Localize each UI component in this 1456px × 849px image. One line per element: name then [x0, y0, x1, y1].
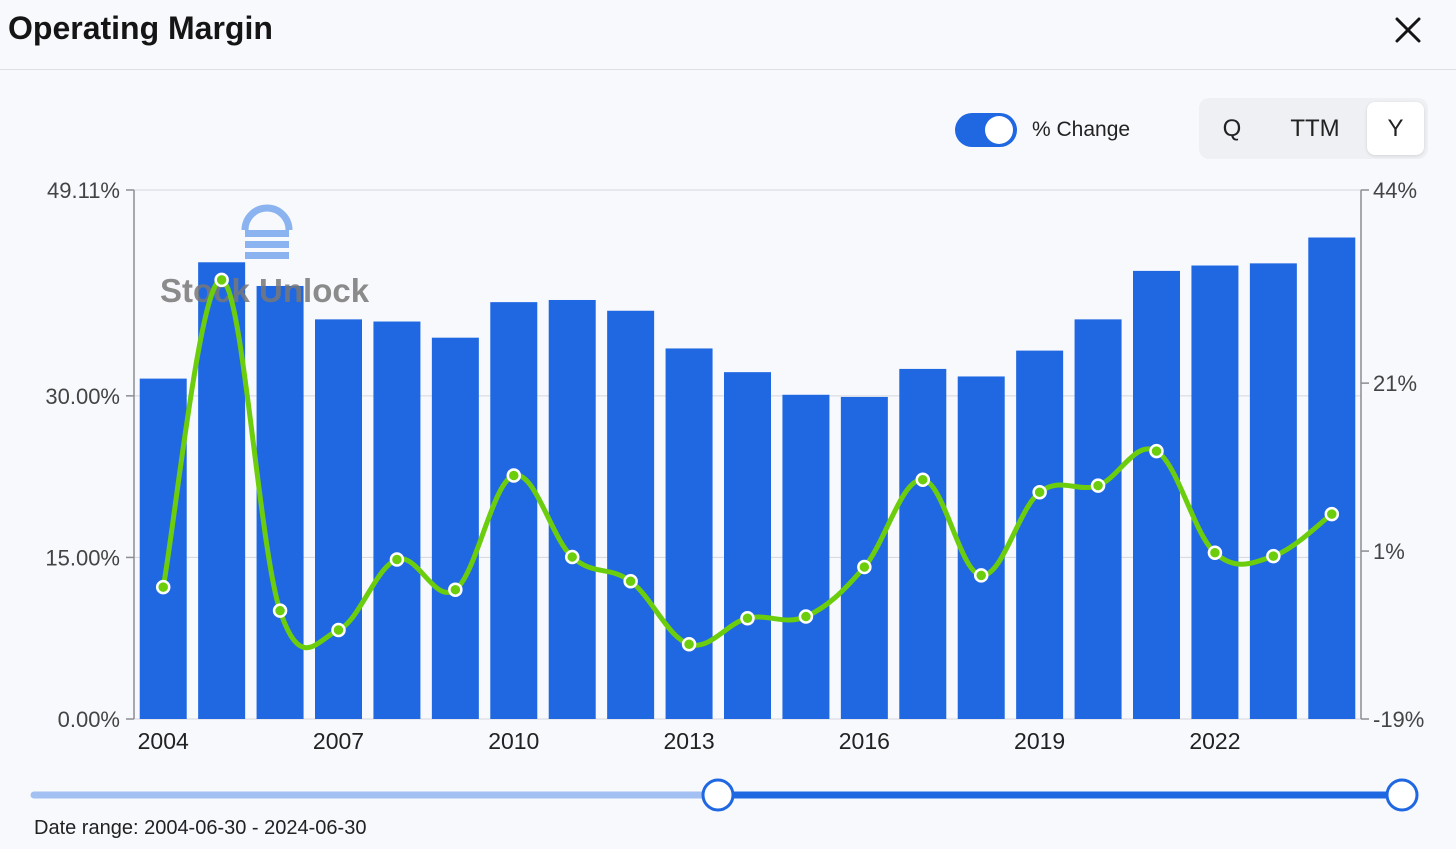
- bar: [1249, 263, 1297, 719]
- y-right-tick-label: 1%: [1373, 539, 1405, 564]
- period-selector: Q TTM Y: [1199, 98, 1428, 159]
- x-tick-label: 2007: [313, 728, 364, 754]
- y-left-tick-label: 15.00%: [45, 545, 120, 570]
- y-right-tick-label: 21%: [1373, 371, 1417, 396]
- bar: [256, 285, 304, 719]
- bar: [782, 394, 830, 719]
- x-tick-label: 2004: [138, 728, 189, 754]
- bar: [1016, 350, 1064, 719]
- period-button-q[interactable]: Q: [1222, 115, 1242, 142]
- bar: [315, 319, 362, 719]
- line-point: [564, 549, 580, 565]
- watermark-logo: [245, 252, 289, 259]
- line-point: [798, 609, 814, 624]
- line-point: [857, 559, 872, 575]
- x-tick-label: 2013: [663, 728, 714, 754]
- line-point: [331, 622, 346, 638]
- bar: [957, 376, 1005, 719]
- slider-end-handle[interactable]: [1385, 778, 1419, 812]
- bar: [373, 321, 421, 719]
- bar: [724, 372, 771, 719]
- line-point: [272, 603, 288, 618]
- y-left-tick-label: 30.00%: [45, 384, 120, 409]
- date-range-slider[interactable]: [0, 770, 1456, 820]
- period-button-ttm[interactable]: TTM: [1290, 115, 1340, 142]
- operating-margin-chart: 0.00% 15.00% 30.00% 49.11% -19% 1% 21% 44% Stock…: [45, 178, 1424, 754]
- y-left-tick-label: 49.11%: [47, 178, 120, 203]
- close-icon: [1395, 17, 1421, 43]
- bar: [548, 299, 596, 719]
- y-left-tick-label: 0.00%: [58, 707, 120, 732]
- line-point: [1149, 443, 1164, 459]
- line-point: [389, 552, 405, 567]
- x-tick-label: 2019: [1014, 728, 1065, 754]
- line-point: [623, 574, 638, 589]
- bar: [1191, 265, 1239, 719]
- watermark-logo: [245, 241, 289, 248]
- watermark-logo: [241, 204, 293, 231]
- bar: [431, 337, 479, 719]
- bar: [490, 302, 538, 719]
- line-point: [448, 582, 463, 597]
- x-tick-label: 2010: [488, 728, 539, 754]
- date-range-label: Date range: 2004-06-30 - 2024-06-30: [34, 817, 367, 839]
- line-point: [740, 610, 755, 626]
- x-tick-label: 2016: [839, 728, 890, 754]
- line-point: [506, 468, 522, 483]
- y-right-tick-label: 44%: [1373, 178, 1417, 203]
- slider-start-handle[interactable]: [701, 778, 735, 812]
- watermark-logo: [245, 230, 289, 237]
- line-point: [681, 637, 697, 652]
- line-point: [214, 272, 229, 288]
- line-point: [1324, 506, 1340, 522]
- line-point: [1090, 478, 1106, 493]
- percent-change-toggle[interactable]: [955, 113, 1017, 147]
- line-point: [155, 579, 171, 595]
- line-point: [1032, 485, 1047, 500]
- bar: [1133, 270, 1180, 719]
- header: Operating Margin: [0, 0, 1456, 70]
- bar: [665, 348, 713, 719]
- page-title: Operating Margin: [8, 10, 273, 46]
- toggle-knob: [985, 116, 1013, 144]
- line-point: [915, 472, 931, 487]
- line-point: [973, 568, 989, 583]
- x-tick-label: 2022: [1189, 728, 1240, 754]
- bar: [840, 396, 888, 719]
- line-point: [1207, 545, 1223, 560]
- watermark-text: Stock Unlock: [160, 272, 370, 309]
- bar: [1074, 319, 1122, 719]
- y-right-tick-label: -19%: [1373, 707, 1424, 732]
- bar: [607, 310, 655, 719]
- bar: [139, 378, 187, 719]
- percent-change-label: % Change: [1032, 118, 1131, 141]
- line-point: [1266, 548, 1281, 564]
- period-button-y[interactable]: Y: [1367, 102, 1424, 155]
- bar: [899, 368, 947, 719]
- close-button[interactable]: [1388, 12, 1428, 52]
- bar: [1308, 237, 1356, 719]
